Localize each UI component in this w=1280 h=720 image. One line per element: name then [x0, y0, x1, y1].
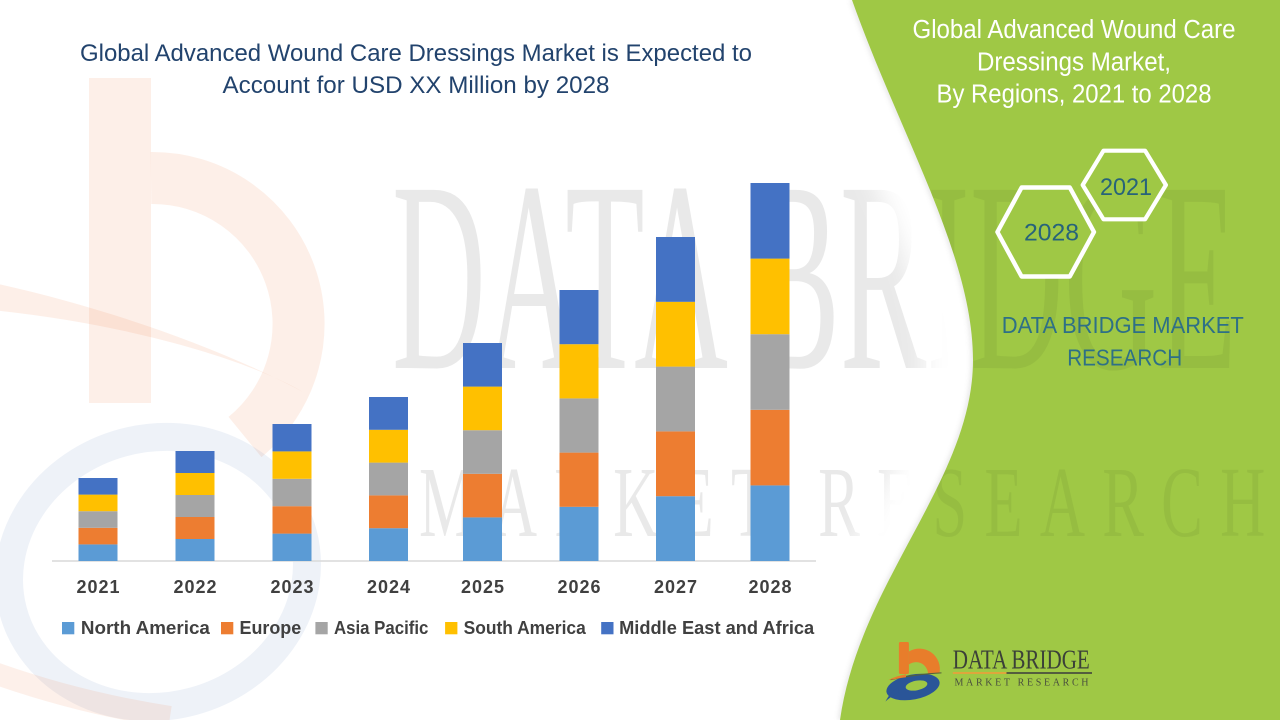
svg-text:2025: 2025	[461, 577, 504, 597]
svg-text:2022: 2022	[174, 577, 217, 597]
svg-text:North America: North America	[81, 618, 211, 638]
svg-text:2021: 2021	[1100, 174, 1152, 201]
svg-text:Dressings Market,: Dressings Market,	[977, 48, 1171, 76]
svg-text:DATA BRIDGE MARKET: DATA BRIDGE MARKET	[1002, 312, 1244, 338]
svg-text:Asia Pacific: Asia Pacific	[334, 618, 428, 638]
svg-text:2027: 2027	[654, 577, 697, 597]
svg-text:Global Advanced Wound Care Dre: Global Advanced Wound Care Dressings Mar…	[80, 40, 752, 67]
svg-text:RESEARCH: RESEARCH	[1067, 344, 1182, 370]
svg-text:Account for USD XX Million by: Account for USD XX Million by 2028	[223, 72, 610, 99]
svg-text:2024: 2024	[367, 577, 410, 597]
svg-text:2028: 2028	[1024, 220, 1079, 247]
svg-text:2021: 2021	[77, 577, 120, 597]
svg-text:MARKET RESEARCH: MARKET RESEARCH	[955, 677, 1089, 688]
svg-text:DATA BRIDGE: DATA BRIDGE	[953, 645, 1090, 675]
svg-text:2028: 2028	[749, 577, 792, 597]
svg-text:Middle East and Africa: Middle East and Africa	[619, 618, 815, 638]
svg-text:2026: 2026	[558, 577, 601, 597]
svg-text:Global Advanced Wound Care: Global Advanced Wound Care	[913, 16, 1236, 44]
svg-text:Europe: Europe	[240, 618, 302, 638]
svg-text:By Regions, 2021 to 2028: By Regions, 2021 to 2028	[937, 81, 1212, 109]
svg-text:2023: 2023	[271, 577, 314, 597]
svg-text:South America: South America	[464, 618, 587, 638]
